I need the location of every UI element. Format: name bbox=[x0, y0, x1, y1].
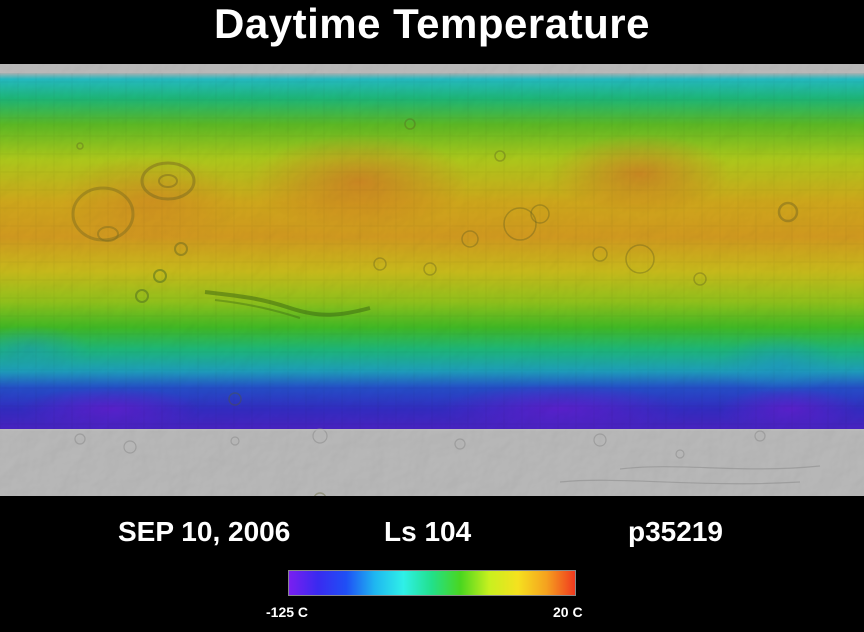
volcano-small-1 bbox=[174, 242, 188, 256]
volcano-olympus-mons bbox=[140, 161, 196, 201]
canyon-valles-marineris bbox=[204, 290, 371, 317]
scale-min-label: -125 C bbox=[266, 604, 309, 620]
observation-date: SEP 10, 2006 bbox=[118, 516, 291, 547]
south-cap-craters bbox=[74, 428, 821, 485]
terrain-shading bbox=[0, 64, 864, 496]
volcano-alba bbox=[71, 186, 135, 242]
volcano-small-2 bbox=[153, 269, 167, 283]
temperature-map bbox=[0, 64, 864, 496]
temperature-color-scale bbox=[288, 570, 576, 596]
solar-longitude: Ls 104 bbox=[384, 516, 472, 547]
volcano-east bbox=[777, 201, 799, 223]
volcano-small-3 bbox=[135, 289, 149, 303]
page-title: Daytime Temperature bbox=[214, 0, 650, 47]
impact-craters bbox=[76, 118, 707, 496]
product-id: p35219 bbox=[628, 516, 723, 547]
scale-max-label: 20 C bbox=[553, 604, 583, 620]
